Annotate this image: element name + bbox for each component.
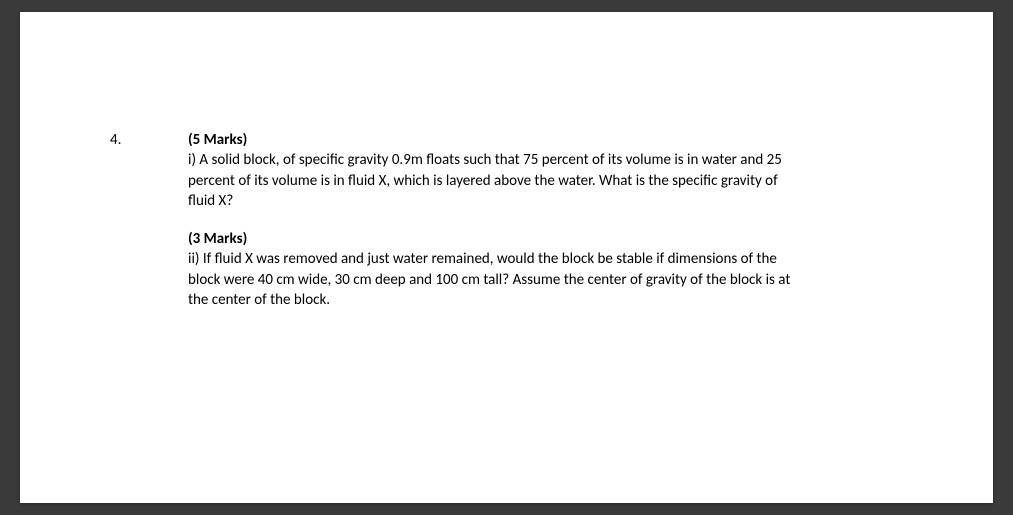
part-marks: (5 Marks) (188, 130, 793, 150)
part-body-text: A solid block, of specific gravity 0.9m … (188, 151, 782, 210)
part-text: i) A solid block, of specific gravity 0.… (188, 150, 793, 211)
part-body-text: If fluid X was removed and just water re… (188, 250, 790, 309)
question-part-i: (5 Marks) i) A solid block, of specific … (188, 130, 793, 211)
question-block: 4. (5 Marks) i) A solid block, of specif… (20, 130, 993, 310)
part-label: ii) (188, 250, 199, 268)
part-text: ii) If fluid X was removed and just wate… (188, 249, 793, 310)
part-label: i) (188, 151, 196, 169)
document-page: 4. (5 Marks) i) A solid block, of specif… (20, 12, 993, 503)
part-marks: (3 Marks) (188, 229, 793, 249)
question-body: (5 Marks) i) A solid block, of specific … (188, 130, 793, 310)
question-number: 4. (110, 130, 188, 310)
question-part-ii: (3 Marks) ii) If fluid X was removed and… (188, 229, 793, 310)
